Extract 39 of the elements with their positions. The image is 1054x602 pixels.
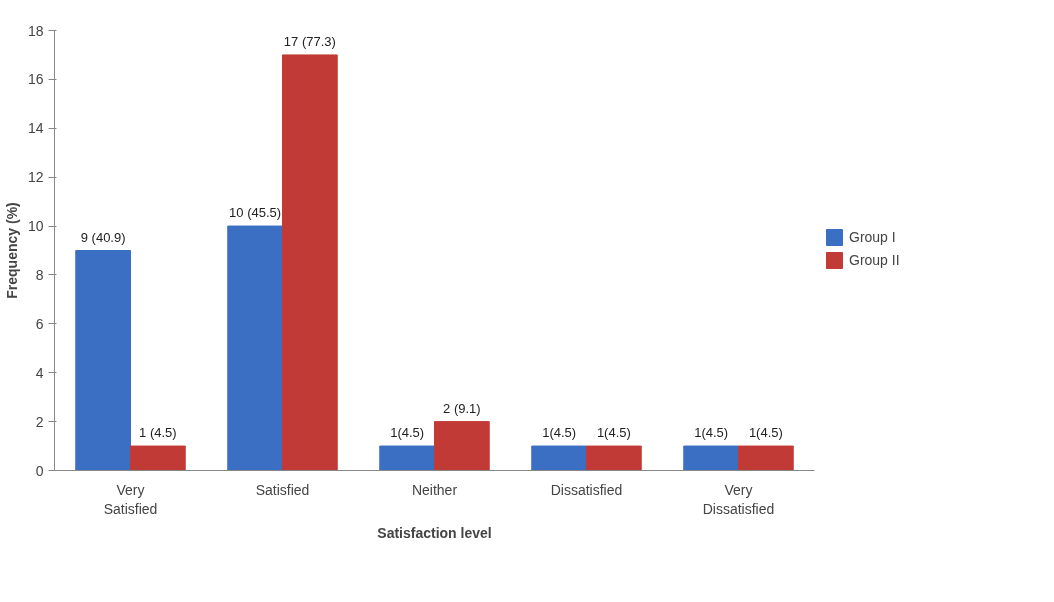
y-tick-label: 14 — [27, 120, 44, 137]
y-tick-label: 10 — [27, 218, 44, 235]
x-tick-label: Dissatisfied — [550, 481, 623, 498]
data-label: 1(4.5) — [694, 425, 729, 441]
bar — [130, 445, 186, 471]
bar — [434, 421, 490, 471]
x-tick-label: Neither — [411, 481, 458, 498]
data-label: 17 (77.3) — [283, 33, 336, 49]
x-tick-label: Very Dissatisfied — [702, 481, 775, 517]
y-tick-label: 0 — [35, 462, 44, 479]
data-label: 10 (45.5) — [229, 205, 282, 221]
bar — [531, 445, 587, 471]
data-label: 1(4.5) — [748, 425, 783, 441]
data-label: 1 (4.5) — [139, 425, 177, 441]
bar — [683, 445, 739, 471]
y-tick-label: 6 — [35, 315, 44, 332]
x-tick-label: Satisfied — [255, 481, 310, 498]
data-label: 1(4.5) — [390, 425, 425, 441]
y-axis-title: Frequency (%) — [3, 202, 20, 299]
x-axis-title: Satisfaction level — [377, 524, 492, 541]
bar — [738, 445, 794, 471]
y-tick-label: 12 — [27, 169, 44, 186]
y-tick-label: 16 — [27, 71, 44, 88]
bar — [586, 445, 642, 471]
legend-label: Group II — [849, 252, 900, 268]
bar — [282, 54, 338, 471]
bar — [227, 225, 283, 471]
y-tick-label: 18 — [27, 22, 44, 39]
data-label: 1(4.5) — [542, 425, 577, 441]
bar — [379, 445, 435, 471]
data-label: 9 (40.9) — [80, 229, 126, 245]
y-tick-label: 2 — [35, 413, 44, 430]
x-tick-label: Very Satisfied — [103, 481, 158, 517]
bar — [75, 250, 131, 471]
y-tick-label: 4 — [35, 364, 44, 381]
data-label: 2 (9.1) — [443, 400, 481, 416]
data-label: 1(4.5) — [596, 425, 631, 441]
legend-label: Group I — [849, 229, 896, 245]
y-tick-label: 8 — [35, 266, 44, 283]
